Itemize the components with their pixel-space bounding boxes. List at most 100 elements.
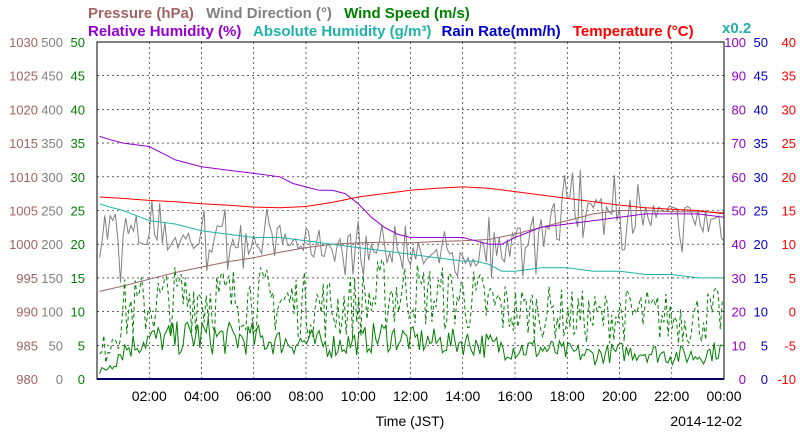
temperature-tick: 15 bbox=[782, 204, 796, 219]
series-absolute-humidity-g-m-x bbox=[99, 203, 724, 279]
pressure-tick: 1000 bbox=[9, 237, 38, 252]
x-tick: 08:00 bbox=[288, 388, 323, 404]
wind-direction-tick: 200 bbox=[41, 237, 63, 252]
wind-speed-tick: 50 bbox=[71, 35, 85, 50]
temperature-tick: -5 bbox=[784, 338, 796, 353]
rain-rate-tick: 5 bbox=[761, 338, 768, 353]
series-pressure-hpa bbox=[99, 210, 725, 292]
temperature-tick: 35 bbox=[782, 69, 796, 84]
x-tick: 16:00 bbox=[497, 388, 532, 404]
wind-speed-tick: 5 bbox=[78, 338, 85, 353]
series-wind-direction bbox=[99, 169, 725, 283]
pressure-tick: 1020 bbox=[9, 102, 38, 117]
wind-direction-tick: 250 bbox=[41, 204, 63, 219]
x-tick: 04:00 bbox=[184, 388, 219, 404]
humidity-tick: 40 bbox=[732, 237, 746, 252]
humidity-tick: 30 bbox=[732, 271, 746, 286]
wind-speed-tick: 20 bbox=[71, 237, 85, 252]
x-tick: 00:00 bbox=[706, 388, 741, 404]
series-temperature-c bbox=[99, 186, 725, 215]
wind-speed-tick: 40 bbox=[71, 102, 85, 117]
rain-rate-tick: 20 bbox=[754, 237, 768, 252]
pressure-tick: 990 bbox=[16, 305, 38, 320]
series-relative-humidity bbox=[99, 135, 725, 245]
pressure-tick: 1010 bbox=[9, 170, 38, 185]
legend-rain-rate: Rain Rate(mm/h) bbox=[442, 23, 561, 40]
legend-wind-direction: Wind Direction (°) bbox=[206, 5, 332, 22]
x-tick: 20:00 bbox=[602, 388, 637, 404]
wind-direction-tick: 0 bbox=[56, 372, 63, 387]
rain-rate-tick: 15 bbox=[754, 271, 768, 286]
legend-row-1: Pressure (hPa) Wind Direction (°) Wind S… bbox=[88, 5, 470, 22]
wind-direction-tick: 300 bbox=[41, 170, 63, 185]
humidity-tick: 20 bbox=[732, 305, 746, 320]
legend-row-2: Relative Humidity (%) Absolute Humidity … bbox=[88, 23, 694, 40]
axis-labels: 1030102510201015101010051000995990985980… bbox=[9, 35, 796, 404]
rain-rate-tick: 40 bbox=[754, 102, 768, 117]
humidity-tick: 60 bbox=[732, 170, 746, 185]
wind-direction-tick: 400 bbox=[41, 102, 63, 117]
wind-speed-tick: 30 bbox=[71, 170, 85, 185]
pressure-tick: 1030 bbox=[9, 35, 38, 50]
rain-rate-tick: 50 bbox=[754, 35, 768, 50]
rain-rate-tick: 0 bbox=[761, 372, 768, 387]
legend-pressure: Pressure (hPa) bbox=[88, 5, 194, 22]
wind-direction-tick: 50 bbox=[49, 338, 63, 353]
temperature-tick: 20 bbox=[782, 170, 796, 185]
x-tick: 18:00 bbox=[550, 388, 585, 404]
x-axis-label: Time (JST) bbox=[376, 413, 445, 429]
humidity-tick: 100 bbox=[724, 35, 746, 50]
x-tick: 12:00 bbox=[393, 388, 428, 404]
humidity-tick: 0 bbox=[739, 372, 746, 387]
temperature-tick: 40 bbox=[782, 35, 796, 50]
humidity-tick: 50 bbox=[732, 204, 746, 219]
wind-speed-tick: 25 bbox=[71, 204, 85, 219]
wind-direction-tick: 450 bbox=[41, 69, 63, 84]
wind-speed-tick: 10 bbox=[71, 305, 85, 320]
date-label: 2014-12-02 bbox=[670, 413, 742, 429]
temperature-tick: 30 bbox=[782, 102, 796, 117]
legend-absolute-humidity: Absolute Humidity (g/m³) bbox=[253, 23, 431, 40]
wind-direction-tick: 350 bbox=[41, 136, 63, 151]
temperature-tick: 5 bbox=[789, 271, 796, 286]
rain-rate-tick: 25 bbox=[754, 204, 768, 219]
wind-speed-tick: 15 bbox=[71, 271, 85, 286]
pressure-tick: 995 bbox=[16, 271, 38, 286]
temperature-tick: 10 bbox=[782, 237, 796, 252]
pressure-tick: 1015 bbox=[9, 136, 38, 151]
pressure-tick: 1025 bbox=[9, 69, 38, 84]
x-tick: 02:00 bbox=[132, 388, 167, 404]
legend-scale-note: x0.2 bbox=[722, 20, 751, 37]
rain-rate-tick: 10 bbox=[754, 305, 768, 320]
temperature-tick: 25 bbox=[782, 136, 796, 151]
pressure-tick: 1005 bbox=[9, 204, 38, 219]
wind-speed-tick: 45 bbox=[71, 69, 85, 84]
series-wind-speed-m-s bbox=[99, 318, 723, 374]
humidity-tick: 80 bbox=[732, 102, 746, 117]
rain-rate-tick: 30 bbox=[754, 170, 768, 185]
pressure-tick: 985 bbox=[16, 338, 38, 353]
legend-wind-speed: Wind Speed (m/s) bbox=[344, 5, 470, 22]
legend-relative-humidity: Relative Humidity (%) bbox=[88, 23, 241, 40]
wind-speed-tick: 35 bbox=[71, 136, 85, 151]
pressure-tick: 980 bbox=[16, 372, 38, 387]
rain-rate-tick: 35 bbox=[754, 136, 768, 151]
rain-rate-tick: 45 bbox=[754, 69, 768, 84]
humidity-tick: 70 bbox=[732, 136, 746, 151]
x-tick: 10:00 bbox=[341, 388, 376, 404]
humidity-tick: 90 bbox=[732, 69, 746, 84]
x-tick: 22:00 bbox=[654, 388, 689, 404]
temperature-tick: 0 bbox=[789, 305, 796, 320]
x-tick: 06:00 bbox=[236, 388, 271, 404]
x-tick: 14:00 bbox=[445, 388, 480, 404]
legend-temperature: Temperature (°C) bbox=[573, 23, 694, 40]
temperature-tick: -10 bbox=[777, 372, 796, 387]
wind-speed-tick: 0 bbox=[78, 372, 85, 387]
plot-frame bbox=[96, 41, 725, 380]
wind-direction-tick: 150 bbox=[41, 271, 63, 286]
wind-direction-tick: 500 bbox=[41, 35, 63, 50]
humidity-tick: 10 bbox=[732, 338, 746, 353]
series-wind-gust-m-s bbox=[99, 257, 723, 363]
wind-direction-tick: 100 bbox=[41, 305, 63, 320]
